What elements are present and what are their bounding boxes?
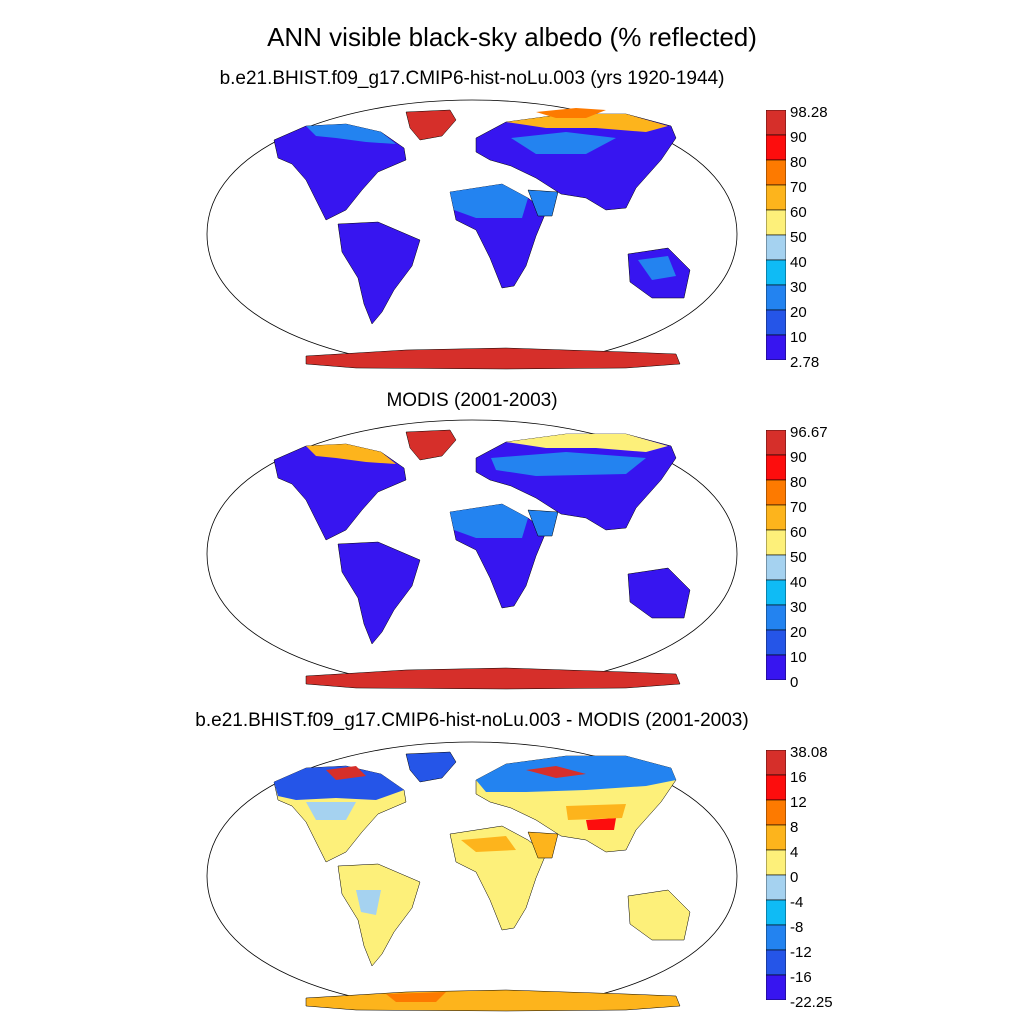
colorbar-swatch [766, 454, 786, 481]
colorbar-tick-label: 2.78 [790, 354, 820, 371]
colorbar-tick-label: 30 [790, 279, 807, 296]
colorbar-swatch [766, 774, 786, 801]
colorbar-tick-label: 20 [790, 304, 807, 321]
colorbar-tick-label: -8 [790, 919, 804, 936]
colorbar-labels-3: 38.08 16 12 8 4 0 -4 -8 -12 -16 -22.25 [790, 744, 850, 1011]
figure-title: ANN visible black-sky albedo (% reflecte… [267, 22, 757, 52]
colorbar-tick-label: 90 [790, 129, 807, 146]
colorbar-tick-label: 60 [790, 524, 807, 541]
colorbar-tick-label: 60 [790, 204, 807, 221]
colorbar-swatches-3 [766, 750, 786, 1000]
colorbar-swatches-2 [766, 430, 786, 680]
colorbar-swatch [766, 604, 786, 631]
colorbar-tick-label: 38.08 [790, 744, 828, 761]
colorbar-swatch [766, 334, 786, 360]
colorbar-tick-label: 80 [790, 474, 807, 491]
colorbar-swatch [766, 849, 786, 876]
colorbar-tick-label: 50 [790, 549, 807, 566]
colorbar-swatch [766, 654, 786, 680]
colorbar-swatch [766, 159, 786, 186]
panel-3-subtitle: b.e21.BHIST.f09_g17.CMIP6-hist-noLu.003 … [195, 710, 749, 731]
colorbar-tick-label: -22.25 [790, 994, 833, 1011]
colorbar-tick-label: -4 [790, 894, 804, 911]
map-panel-3 [206, 741, 738, 1012]
colorbar-tick-label: 98.28 [790, 104, 828, 121]
continents-panel-2 [273, 429, 691, 690]
colorbar-tick-label: 10 [790, 649, 807, 666]
colorbar-tick-label: 30 [790, 599, 807, 616]
continents-panel-3 [273, 751, 691, 1012]
colorbar-swatch [766, 529, 786, 556]
colorbar-swatch [766, 750, 786, 776]
colorbar-tick-label: 0 [790, 674, 799, 691]
continents-panel-1 [273, 108, 691, 370]
colorbar-tick-label: 50 [790, 229, 807, 246]
colorbar-swatch [766, 134, 786, 161]
colorbar-tick-label: 16 [790, 769, 807, 786]
colorbar-swatch [766, 799, 786, 826]
colorbar-swatch [766, 629, 786, 656]
colorbar-tick-label: -16 [790, 969, 812, 986]
colorbar-swatch [766, 234, 786, 261]
colorbar-swatches-1 [766, 110, 786, 360]
colorbar-labels-1: 98.28 90 80 70 60 50 40 30 20 10 2.78 [790, 104, 850, 371]
panel-2-subtitle: MODIS (2001-2003) [386, 390, 558, 411]
panel-1-subtitle: b.e21.BHIST.f09_g17.CMIP6-hist-noLu.003 … [219, 68, 725, 89]
colorbar-swatch [766, 284, 786, 311]
colorbar-swatch [766, 824, 786, 851]
colorbar-swatch [766, 554, 786, 581]
colorbar-tick-label: 70 [790, 179, 807, 196]
colorbar-tick-label: 40 [790, 254, 807, 271]
colorbar-swatch [766, 184, 786, 211]
colorbar-tick-label: 80 [790, 154, 807, 171]
colorbar-swatch [766, 110, 786, 136]
colorbar-tick-label: 0 [790, 869, 799, 886]
colorbar-swatch [766, 309, 786, 336]
colorbar-swatch [766, 974, 786, 1000]
colorbar-swatch [766, 949, 786, 976]
colorbar-panel-2 [766, 430, 786, 680]
colorbar-swatch [766, 899, 786, 926]
colorbar-tick-label: 90 [790, 449, 807, 466]
colorbar-tick-label: 40 [790, 574, 807, 591]
colorbar-tick-label: -12 [790, 944, 812, 961]
colorbar-swatch [766, 259, 786, 286]
colorbar-panel-3 [766, 750, 786, 1000]
colorbar-tick-label: 10 [790, 329, 807, 346]
colorbar-labels-2: 96.67 90 80 70 60 50 40 30 20 10 0 [790, 424, 850, 691]
colorbar-tick-label: 4 [790, 844, 799, 861]
colorbar-swatch [766, 430, 786, 456]
colorbar-swatch [766, 209, 786, 236]
colorbar-swatch [766, 579, 786, 606]
map-panel-1 [206, 99, 738, 370]
colorbar-tick-label: 12 [790, 794, 807, 811]
colorbar-tick-label: 70 [790, 499, 807, 516]
colorbar-tick-label: 8 [790, 819, 799, 836]
colorbar-tick-label: 96.67 [790, 424, 828, 441]
map-panel-2 [206, 419, 738, 690]
colorbar-tick-label: 20 [790, 624, 807, 641]
colorbar-panel-1 [766, 110, 786, 360]
colorbar-swatch [766, 504, 786, 531]
colorbar-swatch [766, 874, 786, 901]
colorbar-swatch [766, 924, 786, 951]
colorbar-swatch [766, 479, 786, 506]
